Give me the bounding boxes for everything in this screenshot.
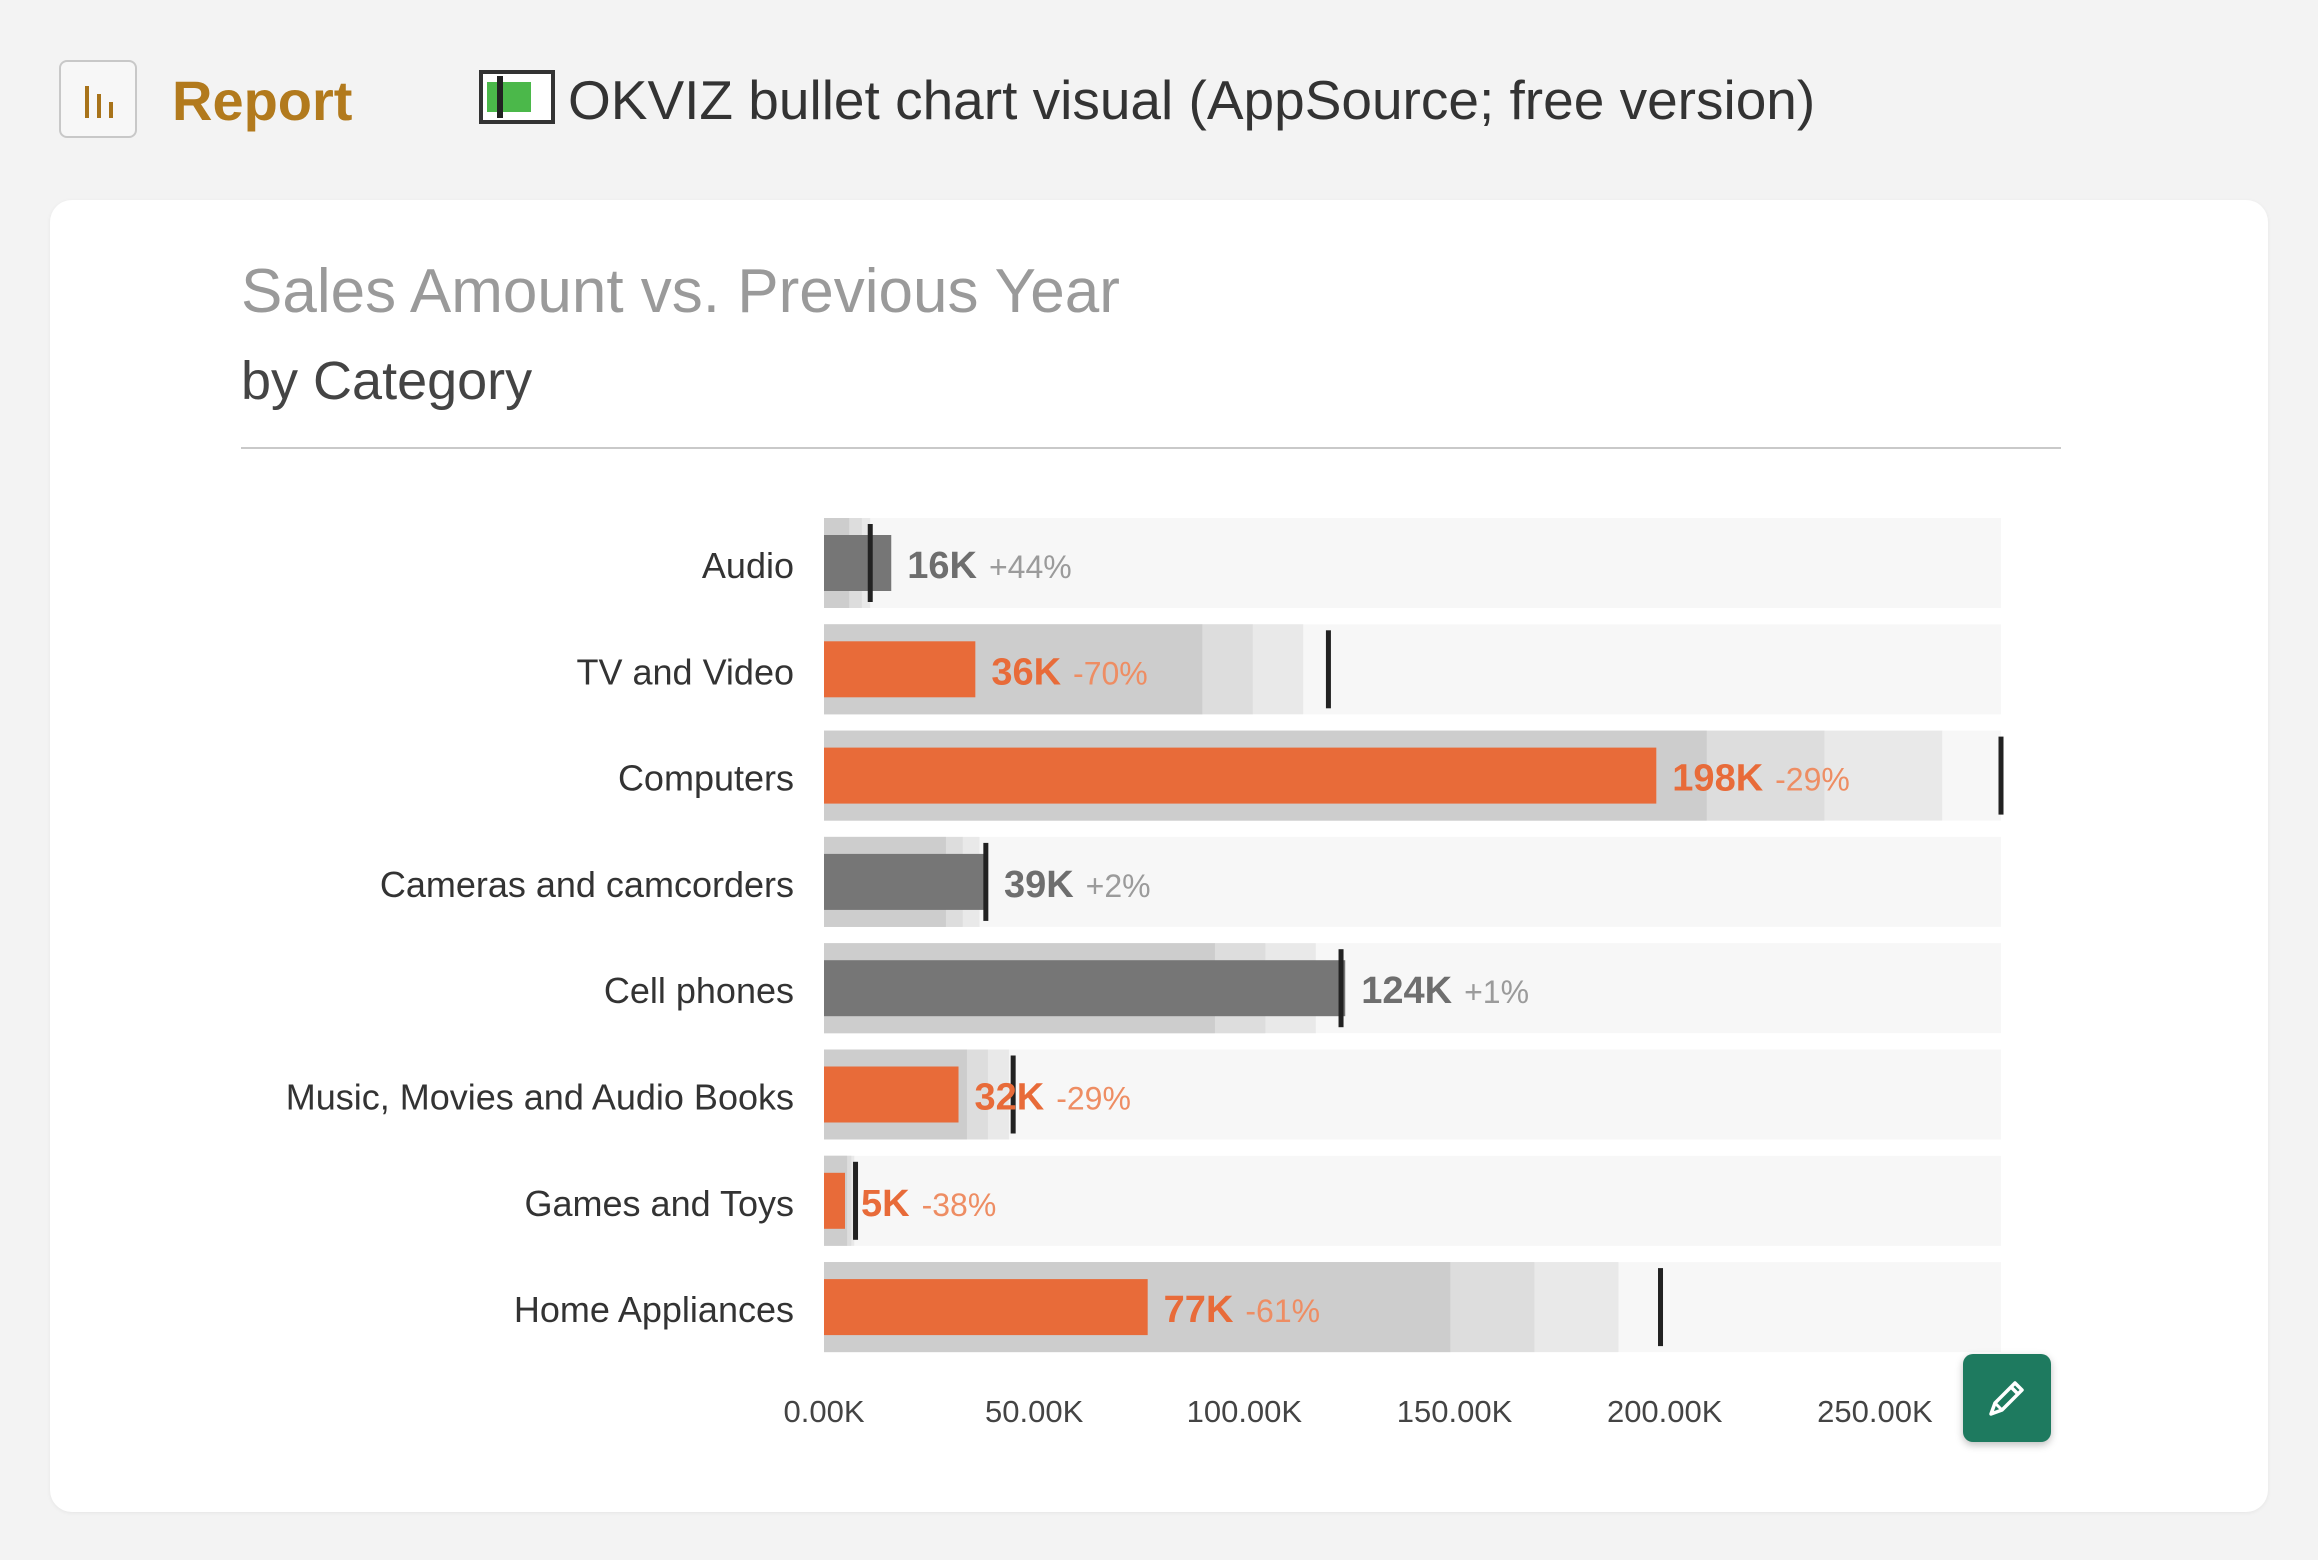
category-label: Games and Toys [525, 1183, 794, 1224]
delta-text: -29% [1775, 762, 1850, 798]
value-label: 198K -29% [1672, 758, 1850, 800]
category-label: TV and Video [577, 651, 795, 692]
target-marker [1338, 949, 1344, 1028]
value-bar [824, 1172, 846, 1229]
value-text: 39K [1004, 864, 1074, 906]
visual-title: OKVIZ bullet chart visual (AppSource; fr… [568, 69, 1816, 131]
value-bar [824, 535, 892, 591]
row-background [824, 1155, 2001, 1246]
chart-subtitle: by Category [241, 351, 533, 411]
value-label: 36K -70% [991, 651, 1147, 693]
target-marker [1658, 1268, 1664, 1347]
delta-text: +44% [989, 549, 1072, 585]
header-bar: Report OKVIZ bullet chart visual (AppSou… [0, 0, 2318, 200]
value-label: 16K +44% [907, 545, 1071, 587]
delta-text: +1% [1464, 974, 1529, 1010]
delta-text: -29% [1056, 1081, 1131, 1117]
value-bar [824, 641, 976, 698]
bar-chart-icon[interactable] [59, 60, 137, 138]
value-bar [824, 747, 1657, 804]
category-label: Music, Movies and Audio Books [286, 1077, 794, 1118]
value-text: 124K [1361, 970, 1452, 1012]
title-divider [241, 447, 2061, 449]
value-text: 16K [907, 545, 977, 587]
delta-text: -61% [1245, 1293, 1320, 1329]
x-tick-label: 250.00K [1817, 1394, 1933, 1429]
category-label: Cell phones [604, 970, 794, 1011]
value-text: 77K [1164, 1289, 1234, 1331]
value-label: 124K +1% [1361, 970, 1529, 1012]
x-tick-label: 200.00K [1607, 1394, 1723, 1429]
report-label[interactable]: Report [172, 69, 353, 132]
category-label: Audio [702, 545, 794, 586]
delta-text: +2% [1086, 868, 1151, 904]
target-marker [983, 842, 989, 921]
category-label: Cameras and camcorders [380, 864, 794, 905]
row-background [824, 1049, 2001, 1140]
row-background [824, 518, 2001, 608]
value-bar [824, 853, 988, 910]
value-label: 5K -38% [861, 1183, 996, 1225]
target-marker [1010, 1055, 1016, 1134]
x-tick-label: 0.00K [783, 1394, 864, 1429]
chart-title: Sales Amount vs. Previous Year [241, 257, 1120, 326]
category-label: Home Appliances [514, 1289, 794, 1330]
delta-text: -70% [1073, 655, 1148, 691]
value-text: 32K [975, 1077, 1045, 1119]
value-bar [824, 1066, 959, 1123]
delta-text: -38% [922, 1187, 997, 1223]
value-label: 77K -61% [1164, 1289, 1320, 1331]
target-marker [1325, 630, 1331, 709]
value-text: 36K [991, 651, 1061, 693]
target-marker [867, 524, 873, 602]
value-bar [824, 1279, 1148, 1336]
value-bar [824, 960, 1346, 1017]
x-tick-label: 50.00K [985, 1394, 1084, 1429]
row-background [824, 836, 2001, 927]
category-label: Computers [618, 758, 794, 799]
bullet-chart-icon [479, 70, 555, 124]
value-text: 198K [1672, 758, 1763, 800]
x-tick-label: 150.00K [1397, 1394, 1513, 1429]
pencil-icon [1989, 1381, 2024, 1416]
value-label: 32K -29% [975, 1077, 1131, 1119]
value-text: 5K [861, 1183, 910, 1225]
value-label: 39K +2% [1004, 864, 1151, 906]
x-tick-label: 100.00K [1187, 1394, 1303, 1429]
target-marker [853, 1161, 859, 1240]
target-marker [1998, 736, 2004, 815]
edit-button[interactable] [1963, 1354, 2051, 1442]
